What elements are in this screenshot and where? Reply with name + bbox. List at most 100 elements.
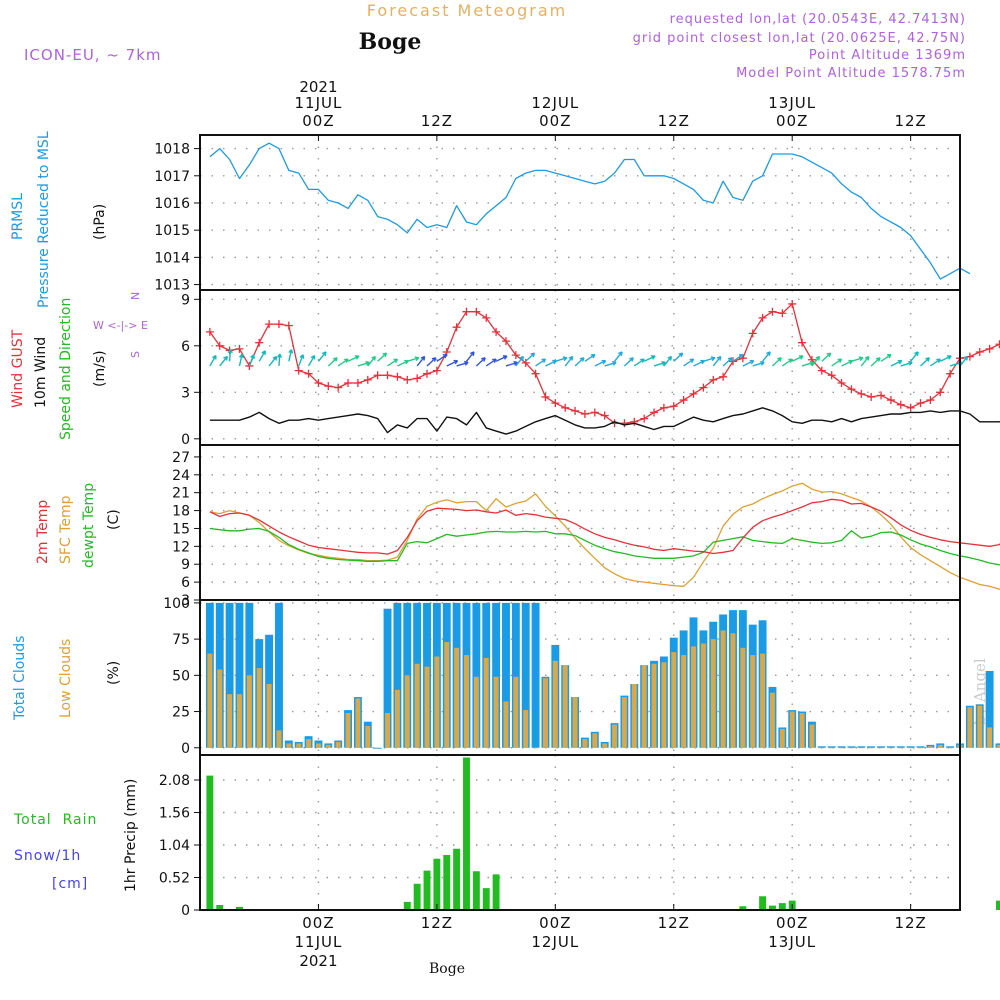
total-cloud-bar xyxy=(531,602,540,748)
low-cloud-bar xyxy=(918,747,923,749)
wind-arrow-head xyxy=(277,353,283,358)
low-cloud-bar xyxy=(513,676,519,748)
gust-marker xyxy=(877,391,886,400)
low-cloud-bar xyxy=(227,694,233,748)
clouds-ytick-label: 100 xyxy=(163,596,190,612)
wind-direction-arrow xyxy=(446,360,458,367)
gust-marker xyxy=(867,392,876,401)
total-cloud-bar xyxy=(857,746,866,748)
top-axis-hour: 00Z xyxy=(776,112,808,130)
gust-marker xyxy=(255,338,264,347)
gust-marker xyxy=(600,411,609,420)
gust-marker xyxy=(492,327,501,336)
gust-marker xyxy=(501,337,510,346)
bottom-axis-hour: 00Z xyxy=(302,914,334,932)
total-cloud-bar xyxy=(225,602,234,748)
precip-bar xyxy=(996,900,1000,910)
total-cloud-bar xyxy=(521,602,530,748)
precip-bar xyxy=(463,757,470,910)
wind-arrow-head xyxy=(809,360,815,366)
gust-marker xyxy=(531,369,540,378)
low-cloud-bar xyxy=(572,697,578,748)
wind-arrow-head xyxy=(371,355,376,361)
gust-marker xyxy=(620,419,629,428)
gust-marker xyxy=(511,351,520,360)
wind-direction-arrow xyxy=(436,353,448,362)
wind-direction-arrow xyxy=(643,355,656,362)
wind-direction-arrow xyxy=(407,357,419,362)
pressure-msl-label: Pressure Reduced to MSL xyxy=(36,131,52,308)
bottom-axis-date: 12JUL xyxy=(531,933,579,951)
point-altitude: Point Altitude 1369m xyxy=(809,48,966,63)
wind-arrow-head xyxy=(710,356,716,362)
wind-arrow-head xyxy=(393,358,399,364)
wind-10m-label: 10m Wind xyxy=(33,337,49,408)
wind-direction-arrow xyxy=(298,354,304,367)
wind-direction-arrow xyxy=(821,352,832,362)
compass-n: N xyxy=(129,292,142,300)
wind-direction-arrow xyxy=(238,354,243,367)
wind-arrow-head xyxy=(414,356,420,362)
wind-direction-arrow xyxy=(525,352,535,362)
wind-direction-arrow xyxy=(347,355,360,362)
gust-marker xyxy=(235,344,244,353)
low-cloud-bar xyxy=(947,747,953,749)
low-cloud-bar xyxy=(839,747,845,749)
wind-arrow-head xyxy=(886,353,892,359)
gust-marker xyxy=(413,374,422,383)
footer-location: Boge xyxy=(429,961,465,977)
total-cloud-bar xyxy=(946,746,955,748)
wind-direction-arrow xyxy=(939,355,952,362)
wind-direction-arrow xyxy=(752,361,765,367)
top-axis-hour: 00Z xyxy=(302,112,334,130)
snow-unit-label: [cm] xyxy=(52,876,88,892)
wind-arrow-head xyxy=(562,356,568,362)
gust-marker xyxy=(857,389,866,398)
wind-arrow-head xyxy=(716,355,722,361)
bottom-axis-hour: 00Z xyxy=(539,914,571,932)
temp-unit-label: (C) xyxy=(106,509,122,530)
wind-arrow-head xyxy=(837,358,843,364)
wind-arrow-head xyxy=(453,359,459,365)
credit-watermark: by Angel xyxy=(971,658,989,725)
wind-direction-arrow xyxy=(860,356,870,367)
gust-marker xyxy=(363,375,372,384)
wind-direction-arrow xyxy=(594,360,606,367)
compass-we: W <-|-> E xyxy=(93,319,148,332)
precip-bar xyxy=(433,858,441,910)
wind-direction-arrow xyxy=(426,357,437,367)
low-cloud-bar xyxy=(691,646,696,748)
wind-unit-label: (m/s) xyxy=(92,350,108,387)
total-cloud-bar xyxy=(906,746,915,748)
gust-marker xyxy=(995,340,1000,349)
wind-direction-arrow xyxy=(584,353,596,362)
gust-marker xyxy=(383,371,392,380)
precip-bar xyxy=(739,906,747,910)
wind-arrow-head xyxy=(568,355,574,361)
wind-direction-arrow xyxy=(377,352,387,362)
low-cloud-bar xyxy=(325,744,331,748)
wind-arrow-head xyxy=(947,355,952,360)
temp-2m-label: 2m Temp xyxy=(35,500,51,564)
wind-ytick-label: 6 xyxy=(181,339,190,355)
wind-direction-arrow xyxy=(475,357,486,367)
low-cloud-bar xyxy=(315,743,321,748)
gridpoint-coords: grid point closest lon,lat (20.0625E, 42… xyxy=(633,31,966,46)
wind-arrow-head xyxy=(875,357,881,362)
wind-direction-arrow xyxy=(416,356,426,367)
pressure-ytick-label: 1017 xyxy=(154,169,190,185)
top-axis-hour: 12Z xyxy=(421,112,453,130)
low-cloud-bar xyxy=(582,739,588,748)
wind-arrow-head xyxy=(238,353,244,359)
precip-bar xyxy=(778,903,786,910)
wind-ytick-label: 9 xyxy=(181,292,190,308)
wind-ytick-label: 0 xyxy=(181,432,190,448)
wind-direction-arrow xyxy=(574,357,585,367)
wind-arrow-head xyxy=(299,354,305,359)
gust-marker xyxy=(324,382,333,391)
cloud-labels: Total Clouds Low Clouds (%) xyxy=(12,636,122,721)
wind-arrow-head xyxy=(321,351,327,356)
low-cloud-bar xyxy=(454,647,460,748)
precip-ytick-label: 1.56 xyxy=(159,806,190,822)
low-cloud-bar xyxy=(286,743,292,748)
